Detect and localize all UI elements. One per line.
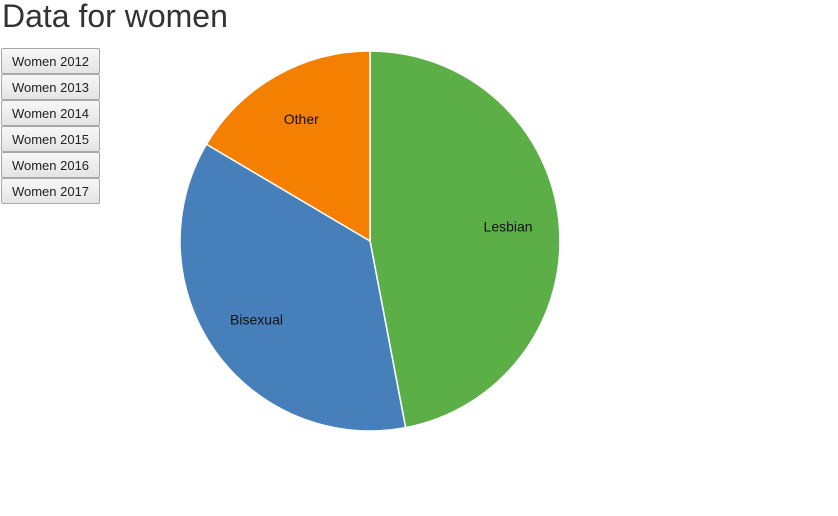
women-2012-button[interactable]: Women 2012 [1,48,100,74]
women-2017-button[interactable]: Women 2017 [1,178,100,204]
women-2014-button[interactable]: Women 2014 [1,100,100,126]
pie-labels: Lesbian Bisexual Other [230,111,533,327]
women-2015-button[interactable]: Women 2015 [1,126,100,152]
year-button-group: Women 2012 Women 2013 Women 2014 Women 2… [1,48,100,204]
pie-slice-other[interactable] [205,50,371,243]
pie-slice-bisexual[interactable] [179,143,407,432]
pie-label-bisexual: Bisexual [230,311,283,327]
pie-slice-lesbian[interactable] [369,50,561,429]
pie-label-other: Other [284,111,319,127]
women-2013-button[interactable]: Women 2013 [1,74,100,100]
page-title: Data for women [2,0,228,34]
women-2016-button[interactable]: Women 2016 [1,152,100,178]
pie-label-lesbian: Lesbian [484,219,533,235]
pie-slices [179,50,561,432]
